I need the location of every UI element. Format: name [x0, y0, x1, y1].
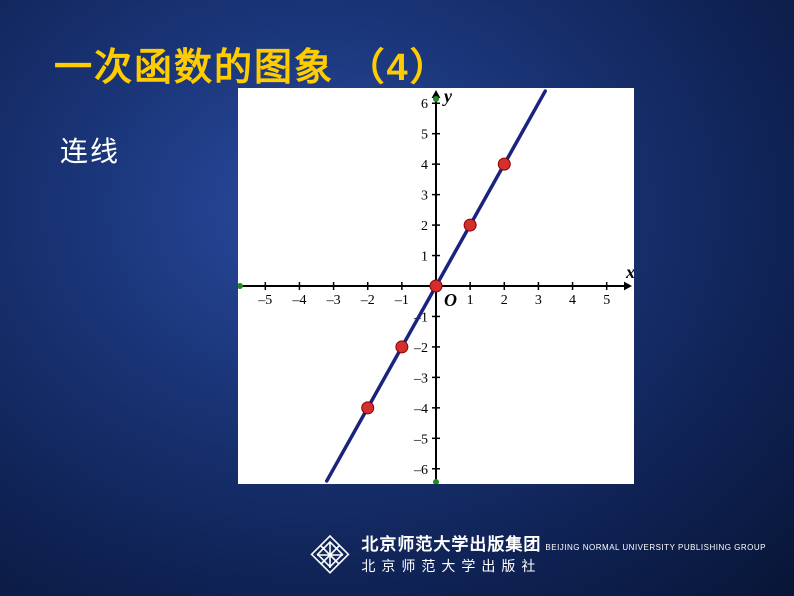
- publisher-footer: 北京师范大学出版集团 BEIJING NORMAL UNIVERSITY PUBL…: [309, 534, 766, 576]
- publisher-logo-icon: [309, 534, 351, 576]
- svg-text:x: x: [625, 262, 634, 282]
- svg-text:O: O: [444, 290, 457, 310]
- svg-text:–5: –5: [413, 432, 428, 447]
- publisher-text: 北京师范大学出版集团 BEIJING NORMAL UNIVERSITY PUBL…: [361, 535, 766, 574]
- svg-text:–2: –2: [360, 293, 375, 308]
- svg-text:1: 1: [421, 250, 428, 265]
- svg-text:6: 6: [421, 97, 428, 112]
- svg-text:3: 3: [535, 293, 542, 308]
- function-graph-chart: –5–4–3–2–112345–6–5–4–3–2–1123456xyO: [238, 88, 634, 484]
- publisher-line2: 北京师范大学出版社: [361, 558, 766, 575]
- svg-text:5: 5: [421, 128, 428, 143]
- publisher-cn: 北京师范大学出版集团: [361, 535, 541, 554]
- svg-text:–4: –4: [291, 293, 306, 308]
- svg-text:–5: –5: [257, 293, 272, 308]
- svg-text:–2: –2: [413, 341, 428, 356]
- svg-text:–1: –1: [394, 293, 409, 308]
- svg-text:1: 1: [467, 293, 474, 308]
- svg-text:4: 4: [421, 158, 428, 173]
- svg-text:–4: –4: [413, 402, 428, 417]
- svg-text:–3: –3: [326, 293, 341, 308]
- svg-text:3: 3: [421, 189, 428, 204]
- svg-text:2: 2: [421, 219, 428, 234]
- svg-text:y: y: [442, 88, 453, 106]
- slide-title: 一次函数的图象 （4）: [54, 36, 450, 91]
- svg-text:5: 5: [603, 293, 610, 308]
- svg-text:2: 2: [501, 293, 508, 308]
- chart-svg: –5–4–3–2–112345–6–5–4–3–2–1123456xyO: [238, 88, 634, 484]
- slide-subtitle: 连线: [60, 130, 120, 170]
- publisher-en: BEIJING NORMAL UNIVERSITY PUBLISHING GRO…: [545, 543, 766, 552]
- svg-text:4: 4: [569, 293, 576, 308]
- publisher-line1: 北京师范大学出版集团 BEIJING NORMAL UNIVERSITY PUBL…: [361, 535, 766, 555]
- svg-text:–6: –6: [413, 463, 428, 478]
- svg-text:–3: –3: [413, 371, 428, 386]
